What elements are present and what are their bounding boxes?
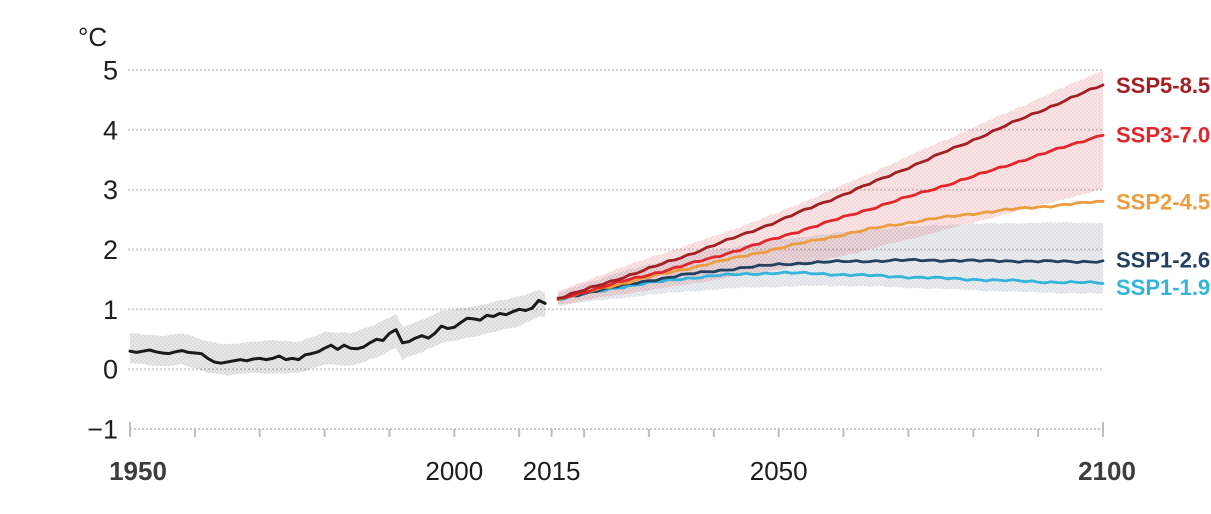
scenario-label-ssp5-8.5: SSP5-8.5	[1116, 73, 1210, 98]
scenario-label-ssp3-7.0: SSP3-7.0	[1116, 123, 1210, 148]
y-tick-label--1: −1	[87, 415, 118, 445]
y-tick-label-0: 0	[103, 355, 118, 385]
y-axis-unit-label: °C	[78, 22, 107, 52]
x-tick-label-1950: 1950	[109, 456, 167, 486]
line-ssp2-4.5	[556, 199, 1105, 302]
scenario-label-ssp1-1.9: SSP1-1.9	[1116, 275, 1210, 300]
chart-canvas: °C 5 4 3 2 1 0 −1 1950 2000 2015 2050 2100 SSP5-8.5 SS…	[78, 22, 1210, 486]
y-tick-label-4: 4	[103, 115, 118, 145]
y-tick-label-3: 3	[103, 175, 118, 205]
band-ssp1-2.6	[558, 222, 1103, 306]
x-tick-label-2000: 2000	[425, 456, 483, 486]
line-ssp3-7.0	[556, 134, 1105, 300]
band-ssp3-7.0	[558, 70, 1103, 305]
y-tick-label-1: 1	[103, 295, 118, 325]
scenario-label-ssp2-4.5: SSP2-4.5	[1116, 190, 1210, 215]
temperature-projection-chart: °C 5 4 3 2 1 0 −1 1950 2000 2015 2050 2100 SSP5-8.5 SS…	[40, 16, 1211, 498]
line-ssp5-8.5	[556, 83, 1105, 301]
x-tick-label-2050: 2050	[750, 456, 808, 486]
historical-line	[128, 298, 547, 365]
x-tick-label-2100: 2100	[1078, 456, 1136, 486]
historical-uncertainty-band	[130, 289, 546, 376]
x-tick-label-2015: 2015	[523, 456, 581, 486]
scenario-label-ssp1-2.6: SSP1-2.6	[1116, 248, 1210, 273]
line-ssp1-2.6	[556, 257, 1105, 302]
y-tick-label-5: 5	[103, 56, 118, 86]
y-tick-label-2: 2	[103, 235, 118, 265]
